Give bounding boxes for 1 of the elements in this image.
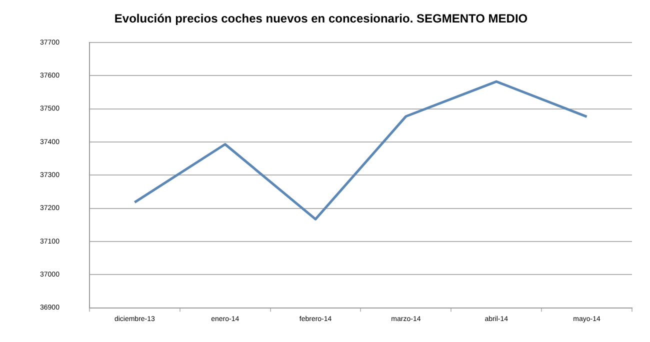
chart-title: Evolución precios coches nuevos en concesionario. SEGMENTO MEDIO: [114, 12, 528, 26]
